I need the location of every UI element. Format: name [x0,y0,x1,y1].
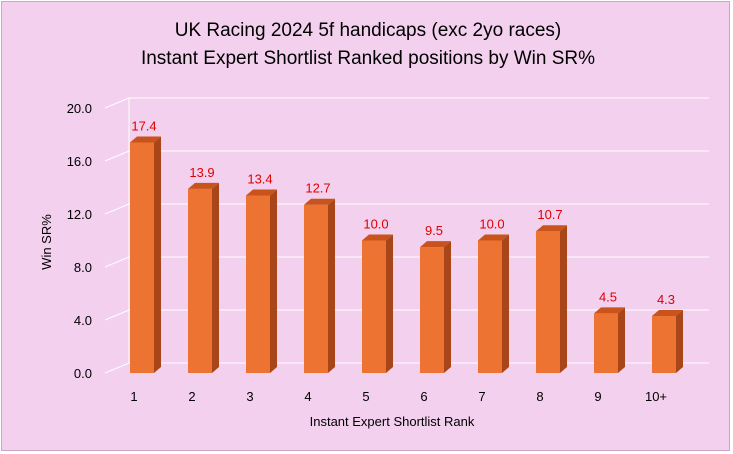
data-label: 9.5 [425,223,443,238]
y-tick-label: 4.0 [74,313,92,328]
bar-front [594,313,618,373]
bar-side [618,307,625,373]
bar-side [386,234,393,373]
data-labels: 17.4 13.9 13.4 12.7 10.0 9.5 10.0 10.7 4.5 4.3 [131,118,675,307]
bar-front [478,240,502,373]
bar-front [420,247,444,373]
y-axis-ticks: 0.0 4.0 8.0 12.0 16.0 20.0 [67,101,92,381]
y-tick-label: 8.0 [74,260,92,275]
x-tick-label: 1 [130,389,137,404]
x-tick-label: 2 [188,389,195,404]
bar-top [130,136,161,143]
x-axis-ticks: 1 2 3 4 5 6 7 8 9 10+ [130,389,667,404]
chart-title-line1: UK Racing 2024 5f handicaps (exc 2yo rac… [175,20,562,41]
bar-side [212,182,219,373]
bar-front [362,240,386,373]
bar [246,189,277,373]
bar [594,307,625,373]
data-label: 10.0 [479,217,504,232]
x-tick-label: 10+ [645,389,667,404]
bar [478,234,509,373]
bar-side [328,198,335,373]
x-tick-label: 9 [594,389,601,404]
data-label: 4.3 [657,292,675,307]
bar [420,241,451,373]
bar [130,136,161,373]
x-tick-label: 8 [536,389,543,404]
x-tick-label: 7 [478,389,485,404]
x-tick-label: 6 [420,389,427,404]
data-label: 13.4 [247,171,272,186]
gridline [104,97,709,109]
x-tick-label: 5 [362,389,369,404]
x-axis-title: Instant Expert Shortlist Rank [310,414,475,429]
bar-side [270,189,277,373]
bar [536,225,567,373]
bar-top [536,225,567,232]
bar-front [652,316,676,373]
data-label: 17.4 [131,118,156,133]
y-tick-label: 16.0 [67,154,92,169]
bar-top [362,234,393,241]
bar-front [188,188,212,373]
data-label: 4.5 [599,289,617,304]
chart-title-line2: Instant Expert Shortlist Ranked position… [141,48,595,69]
bar-front [536,231,560,373]
bar-front [246,195,270,373]
gridline [104,150,709,162]
y-tick-label: 20.0 [67,101,92,116]
bar-top [594,307,625,314]
bar [362,234,393,373]
data-label: 10.0 [363,217,388,232]
x-tick-label: 3 [246,389,253,404]
bar-top [304,198,335,205]
bar-side [154,136,161,373]
bar-top [246,189,277,196]
bar-front [304,204,328,373]
data-label: 13.9 [189,165,214,180]
bar-side [444,241,451,373]
bar-side [676,310,683,373]
gridlines [104,97,709,374]
bar-top [478,234,509,241]
bars [130,136,683,373]
y-tick-label: 0.0 [74,366,92,381]
bar [304,198,335,373]
bar [652,310,683,373]
bar-top [188,182,219,189]
gridline [104,256,709,268]
y-tick-label: 12.0 [67,207,92,222]
bar [188,182,219,373]
bar-front [130,142,154,373]
bar-side [560,225,567,373]
bar-top [420,241,451,248]
x-tick-label: 4 [304,389,311,404]
data-label: 10.7 [537,207,562,222]
gridline [104,203,709,215]
data-label: 12.7 [305,181,330,196]
y-axis-title: Win SR% [39,214,54,270]
bar-top [652,310,683,317]
bar-side [502,234,509,373]
